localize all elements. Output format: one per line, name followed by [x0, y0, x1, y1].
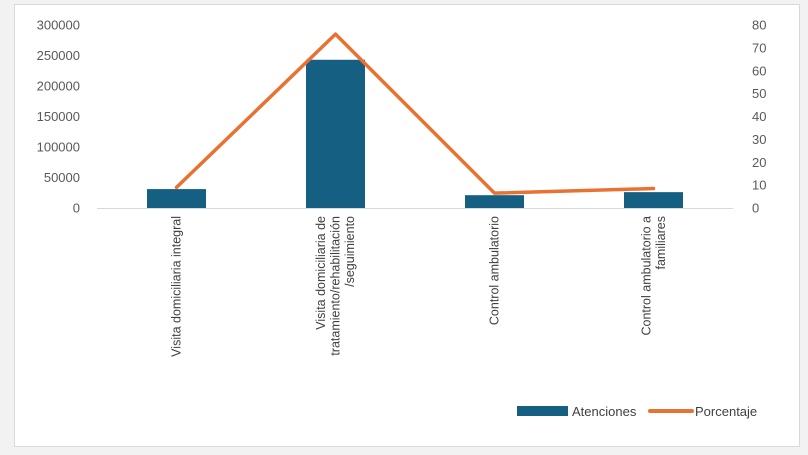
y-right-tick-label: 20: [752, 155, 766, 170]
legend-label-atenciones: Atenciones: [572, 404, 637, 419]
y-left-tick-label: 200000: [37, 79, 80, 94]
y-right-tick-label: 50: [752, 86, 766, 101]
category-label: Control ambulatorio a: [639, 216, 653, 336]
bar: [306, 59, 365, 208]
bar: [465, 195, 524, 208]
legend-label-porcentaje: Porcentaje: [695, 404, 757, 419]
y-left-tick-label: 100000: [37, 140, 80, 155]
category-label: Control ambulatorio: [488, 216, 502, 325]
y-left-tick-label: 150000: [37, 109, 80, 124]
category-label: Visita domiciliaria de: [314, 216, 328, 330]
category-label: Visita domiciliaria integral: [170, 216, 184, 357]
y-right-tick-label: 0: [752, 201, 759, 216]
bar: [624, 192, 683, 208]
y-left-tick-label: 250000: [37, 48, 80, 63]
y-right-tick-label: 30: [752, 132, 766, 147]
y-right-tick-label: 60: [752, 63, 766, 78]
bar: [147, 189, 206, 208]
category-label: tratamiento/rehabilitación: [329, 216, 343, 356]
y-right-tick-label: 80: [752, 18, 766, 33]
y-right-tick-label: 40: [752, 109, 766, 124]
y-left-tick-label: 300000: [37, 18, 80, 33]
y-left-tick-label: 50000: [44, 170, 80, 185]
legend-swatch-atenciones: [517, 406, 568, 416]
line-series-porcentaje: [174, 32, 656, 195]
chart-area: [14, 4, 800, 447]
y-left-tick-label: 0: [73, 201, 80, 216]
category-label: familiares: [654, 216, 668, 270]
y-right-tick-label: 70: [752, 40, 766, 55]
y-right-tick-label: 10: [752, 178, 766, 193]
category-label: /seguimiento: [343, 216, 357, 287]
